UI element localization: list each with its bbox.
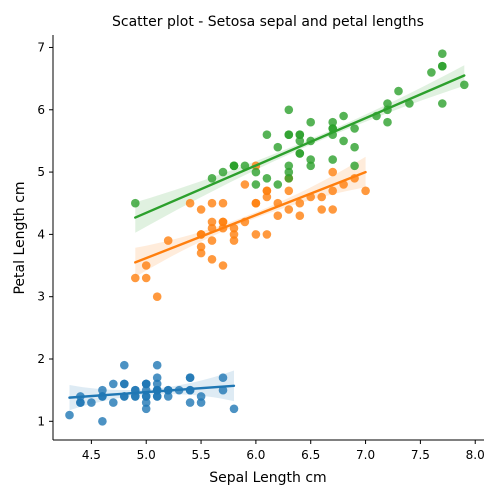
y-tick-label: 7 bbox=[37, 40, 45, 54]
data-point-s2-44 bbox=[142, 274, 151, 283]
data-point-s3-1 bbox=[285, 106, 294, 115]
data-point-s2-41 bbox=[197, 205, 206, 214]
data-point-s3-16 bbox=[296, 149, 305, 158]
data-point-s3-19 bbox=[438, 49, 447, 58]
x-tick-label: 6.0 bbox=[246, 448, 265, 462]
confidence-band-3 bbox=[135, 65, 464, 233]
data-point-s3-44 bbox=[339, 112, 348, 121]
data-point-s3-13 bbox=[339, 137, 348, 146]
data-point-s3-14 bbox=[219, 168, 228, 177]
data-point-s2-38 bbox=[285, 205, 294, 214]
x-tick-label: 5.5 bbox=[192, 448, 211, 462]
data-point-s2-48 bbox=[274, 211, 283, 220]
data-point-s3-40 bbox=[350, 143, 359, 152]
data-point-s3-42 bbox=[350, 162, 359, 171]
data-point-s2-43 bbox=[230, 230, 239, 239]
data-point-s2-1 bbox=[361, 187, 370, 196]
data-point-s2-13 bbox=[252, 230, 261, 239]
data-point-s3-49 bbox=[274, 143, 283, 152]
data-point-s1-45 bbox=[153, 361, 162, 370]
x-tick-label: 8.0 bbox=[466, 448, 485, 462]
data-point-s1-19 bbox=[219, 373, 228, 382]
data-point-s2-15 bbox=[208, 255, 217, 264]
data-point-s2-35 bbox=[186, 199, 195, 208]
x-axis-label: Sepal Length cm bbox=[209, 470, 326, 486]
data-point-s2-37 bbox=[328, 187, 337, 196]
x-tick-label: 7.0 bbox=[356, 448, 375, 462]
data-point-s2-49 bbox=[153, 292, 162, 301]
data-point-s2-6 bbox=[219, 199, 228, 208]
data-point-s1-3 bbox=[109, 398, 118, 407]
data-point-s3-48 bbox=[306, 155, 315, 164]
data-point-s1-43 bbox=[76, 398, 85, 407]
data-point-s3-30 bbox=[383, 118, 392, 127]
data-point-s3-22 bbox=[208, 174, 217, 183]
data-point-s2-8 bbox=[131, 274, 140, 283]
data-point-s3-6 bbox=[427, 68, 436, 77]
data-point-s2-20 bbox=[208, 236, 217, 245]
data-point-s1-47 bbox=[153, 380, 162, 389]
regression-line-2 bbox=[135, 172, 365, 262]
data-point-s1-30 bbox=[109, 380, 118, 389]
data-point-s1-23 bbox=[98, 417, 107, 426]
data-point-s3-43 bbox=[230, 162, 239, 171]
data-point-s1-17 bbox=[186, 398, 195, 407]
data-point-s1-37 bbox=[197, 398, 206, 407]
data-point-s2-22 bbox=[263, 230, 272, 239]
x-tick-label: 6.5 bbox=[301, 448, 320, 462]
data-points bbox=[65, 49, 468, 425]
data-point-s2-26 bbox=[317, 205, 326, 214]
y-tick-label: 2 bbox=[37, 352, 45, 366]
data-point-s3-37 bbox=[285, 130, 294, 139]
x-tick-label: 5.0 bbox=[137, 448, 156, 462]
data-point-s2-32 bbox=[197, 249, 206, 258]
data-point-s2-11 bbox=[142, 261, 151, 270]
data-point-s1-15 bbox=[230, 405, 239, 414]
data-point-s3-36 bbox=[438, 99, 447, 108]
data-point-s2-42 bbox=[263, 193, 272, 202]
x-tick-label: 4.5 bbox=[82, 448, 101, 462]
data-point-s3-32 bbox=[460, 81, 469, 90]
y-tick-label: 1 bbox=[37, 414, 45, 428]
y-axis-label: Petal Length cm bbox=[12, 181, 28, 294]
data-point-s3-23 bbox=[438, 62, 447, 71]
y-tick-label: 6 bbox=[37, 103, 45, 117]
data-point-s2-7 bbox=[285, 187, 294, 196]
data-point-s1-31 bbox=[120, 380, 129, 389]
data-point-s1-42 bbox=[87, 398, 96, 407]
data-point-s2-30 bbox=[219, 261, 228, 270]
y-axis-ticks: 1 2 3 4 5 6 7 bbox=[37, 40, 53, 428]
chart-title: Scatter plot - Setosa sepal and petal le… bbox=[112, 14, 424, 30]
y-tick-label: 5 bbox=[37, 165, 45, 179]
data-point-s3-5 bbox=[306, 118, 315, 127]
x-axis-ticks: 4.5 5.0 5.5 6.0 6.5 7.0 7.5 8.0 bbox=[82, 440, 485, 462]
data-point-s1-25 bbox=[120, 361, 129, 370]
data-point-s3-8 bbox=[394, 87, 403, 96]
data-point-s2-16 bbox=[328, 205, 337, 214]
data-point-s2-9 bbox=[317, 193, 326, 202]
data-point-s2-17 bbox=[208, 199, 217, 208]
x-tick-label: 7.5 bbox=[411, 448, 430, 462]
data-point-s3-27 bbox=[274, 180, 283, 189]
data-point-s3-47 bbox=[285, 168, 294, 177]
data-point-s3-46 bbox=[328, 155, 337, 164]
y-tick-label: 4 bbox=[37, 227, 45, 241]
data-point-s2-28 bbox=[328, 168, 337, 177]
data-point-s2-45 bbox=[208, 218, 217, 227]
data-point-s3-7 bbox=[131, 199, 140, 208]
data-point-s2-10 bbox=[164, 236, 173, 245]
data-point-s2-36 bbox=[252, 199, 261, 208]
data-point-s1-44 bbox=[142, 380, 151, 389]
data-point-s3-21 bbox=[350, 124, 359, 133]
data-point-s3-35 bbox=[263, 130, 272, 139]
data-point-s2-25 bbox=[296, 211, 305, 220]
data-point-s1-21 bbox=[186, 373, 195, 382]
data-point-s3-39 bbox=[252, 180, 261, 189]
data-point-s3-28 bbox=[263, 174, 272, 183]
data-point-s1-14 bbox=[65, 411, 74, 420]
y-tick-label: 3 bbox=[37, 290, 45, 304]
data-point-s2-21 bbox=[241, 180, 250, 189]
data-point-s3-20 bbox=[252, 168, 261, 177]
